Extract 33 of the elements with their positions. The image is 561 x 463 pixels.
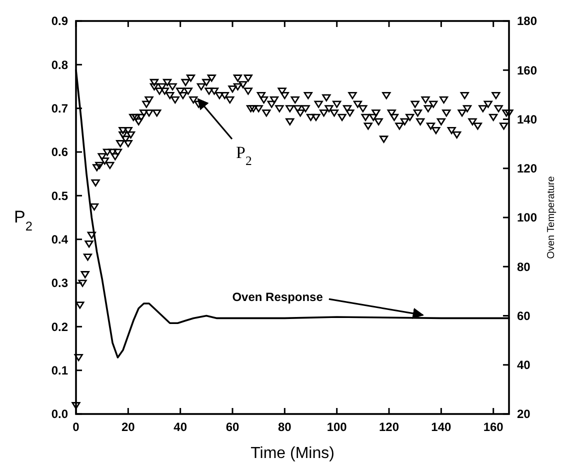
y-tick-label: 0.0 [51, 407, 68, 422]
y2-axis-title: Oven Temperature [546, 176, 557, 259]
y2-tick-label: 140 [517, 112, 538, 126]
y-tick-label: 0.8 [51, 58, 68, 72]
x-axis-title: Time (Mins) [250, 445, 334, 462]
y-tick-label: 0.5 [51, 188, 68, 203]
annotation: P$_{2}$ [236, 143, 252, 168]
x-tick-label: 160 [483, 420, 504, 434]
x-tick-label: 60 [226, 420, 240, 434]
x-tick-label: 40 [174, 420, 188, 434]
y2-tick-label: 180 [517, 14, 538, 28]
y2-tick-label: 120 [517, 162, 538, 176]
y2-tick-label: 100 [517, 210, 538, 225]
y-tick-label: 0.7 [51, 102, 68, 116]
x-tick-label: 140 [431, 420, 452, 434]
y-tick-label: 0.3 [51, 276, 68, 290]
y-tick-label: 0.4 [51, 232, 68, 247]
y-tick-label: 0.6 [51, 145, 68, 160]
x-tick-label: 120 [378, 420, 400, 434]
y-tick-label: 0.9 [51, 14, 68, 28]
y-axis-title: P$_{2}$ [14, 208, 32, 233]
x-tick-label: 80 [278, 420, 292, 434]
x-tick-label: 0 [72, 420, 80, 434]
y-tick-label: 0.1 [51, 364, 68, 378]
annotation: Oven Response [232, 290, 324, 304]
x-tick-label: 100 [326, 420, 348, 434]
y2-tick-label: 60 [517, 308, 531, 323]
y-tick-label: 0.2 [51, 320, 68, 334]
y2-tick-label: 40 [517, 358, 531, 372]
y2-tick-label: 20 [517, 407, 531, 422]
x-tick-label: 20 [121, 420, 136, 434]
y2-tick-label: 80 [517, 260, 531, 274]
y2-tick-label: 160 [517, 63, 538, 78]
